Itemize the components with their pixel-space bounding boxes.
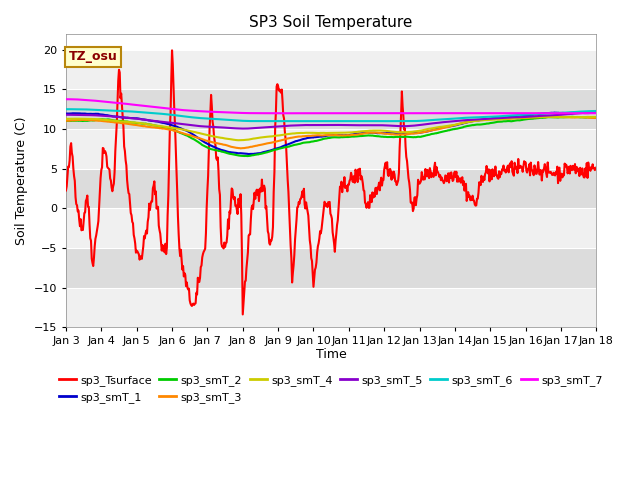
sp3_smT_6 [202,116,209,121]
sp3_smT_7 [428,110,436,116]
sp3_smT_5 [62,112,70,118]
sp3_smT_4 [236,137,244,143]
sp3_smT_2 [179,131,186,137]
sp3_smT_3 [62,118,70,124]
sp3_smT_3 [593,115,600,121]
sp3_Tsurface [593,165,600,170]
sp3_smT_3 [179,130,186,136]
sp3_smT_5 [324,122,332,128]
sp3_smT_6 [374,118,382,124]
sp3_smT_6 [323,118,331,124]
sp3_smT_3 [375,130,383,136]
sp3_smT_2 [243,153,251,159]
sp3_smT_1 [179,126,186,132]
sp3_smT_4 [62,116,70,121]
Bar [66,129,596,168]
Line: sp3_Tsurface: sp3_Tsurface [66,50,596,314]
sp3_smT_3 [202,137,209,143]
sp3_smT_6 [593,108,600,114]
Line: sp3_smT_5: sp3_smT_5 [66,112,596,129]
sp3_smT_6 [403,119,410,124]
sp3_Tsurface [324,199,332,205]
sp3_smT_7 [324,110,332,116]
sp3_smT_1 [202,140,209,145]
sp3_smT_7 [202,108,210,114]
sp3_smT_3 [237,145,244,151]
Bar [66,208,596,248]
Line: sp3_smT_6: sp3_smT_6 [66,109,596,121]
sp3_Tsurface [239,312,246,317]
Line: sp3_smT_7: sp3_smT_7 [66,99,596,113]
Line: sp3_smT_1: sp3_smT_1 [66,113,596,154]
Bar [66,288,596,327]
sp3_smT_7 [545,110,553,116]
sp3_smT_3 [554,114,562,120]
sp3_smT_1 [545,110,552,116]
sp3_smT_6 [62,106,70,112]
Bar [66,248,596,288]
sp3_smT_5 [241,126,249,132]
sp3_smT_4 [179,127,186,132]
sp3_smT_5 [375,122,383,128]
sp3_Tsurface [545,170,553,176]
sp3_smT_2 [568,114,576,120]
sp3_smT_3 [324,132,332,138]
sp3_smT_2 [593,114,600,120]
sp3_smT_5 [202,124,209,130]
Y-axis label: Soil Temperature (C): Soil Temperature (C) [15,116,28,245]
sp3_Tsurface [376,187,383,193]
sp3_smT_5 [428,120,435,126]
sp3_smT_2 [375,133,383,139]
sp3_Tsurface [428,170,436,176]
sp3_smT_7 [376,110,383,116]
sp3_smT_4 [375,128,383,133]
sp3_smT_5 [593,109,600,115]
sp3_smT_1 [324,133,332,139]
Text: TZ_osu: TZ_osu [68,50,117,63]
sp3_smT_1 [375,130,383,136]
sp3_smT_4 [324,130,332,136]
X-axis label: Time: Time [316,348,346,360]
sp3_Tsurface [202,231,210,237]
sp3_smT_4 [202,132,209,137]
sp3_Tsurface [168,48,176,53]
sp3_smT_7 [62,96,70,102]
sp3_smT_6 [179,113,186,119]
sp3_smT_3 [428,128,435,133]
Bar [66,50,596,89]
sp3_smT_2 [324,135,332,141]
sp3_smT_7 [179,107,187,113]
sp3_smT_1 [62,111,70,117]
sp3_smT_1 [592,110,600,116]
sp3_smT_2 [62,118,70,124]
sp3_smT_3 [545,114,552,120]
sp3_smT_7 [288,110,296,116]
sp3_smT_4 [545,114,553,120]
sp3_smT_7 [593,110,600,116]
Legend: sp3_Tsurface, sp3_smT_1, sp3_smT_2, sp3_smT_3, sp3_smT_4, sp3_smT_5, sp3_smT_6, : sp3_Tsurface, sp3_smT_1, sp3_smT_2, sp3_… [54,371,608,407]
sp3_smT_5 [545,112,552,118]
sp3_smT_2 [428,131,435,137]
sp3_smT_2 [202,144,209,149]
sp3_smT_2 [545,114,552,120]
sp3_smT_1 [245,151,253,157]
sp3_smT_1 [593,110,600,116]
Line: sp3_smT_4: sp3_smT_4 [66,117,596,140]
Title: SP3 Soil Temperature: SP3 Soil Temperature [250,15,413,30]
sp3_smT_4 [428,126,435,132]
Bar [66,89,596,129]
Bar [66,168,596,208]
sp3_Tsurface [179,263,187,269]
sp3_smT_4 [593,114,600,120]
sp3_smT_7 [63,96,70,102]
Line: sp3_smT_3: sp3_smT_3 [66,117,596,148]
sp3_smT_1 [428,128,435,133]
sp3_smT_6 [428,117,435,123]
Line: sp3_smT_2: sp3_smT_2 [66,117,596,156]
sp3_smT_5 [179,121,186,127]
sp3_smT_6 [545,110,552,116]
sp3_Tsurface [62,188,70,193]
sp3_smT_4 [541,114,549,120]
